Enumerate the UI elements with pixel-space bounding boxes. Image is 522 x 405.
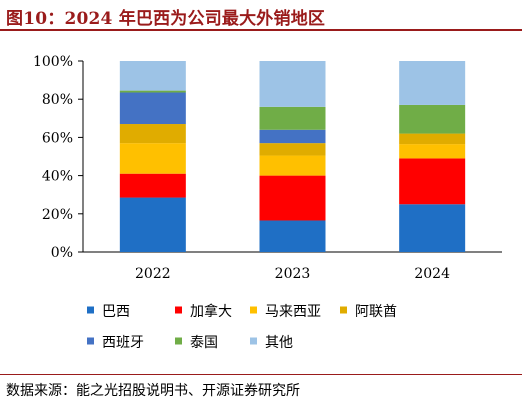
legend-swatch [340,306,347,314]
x-tick-label: 2023 [275,266,311,282]
y-tick-label: 40% [42,169,73,185]
bar-segment-2022-4 [119,92,186,125]
legend-swatch [250,306,257,314]
legend-swatch [250,337,257,345]
bar-segment-2023-5 [259,106,326,130]
y-tick-label: 60% [42,130,73,146]
bar-segment-2023-2 [259,155,326,176]
axes: 0% 20% 40% 60% 80% 100% 2022 2023 2024 [33,54,502,282]
stacked-bar-chart: 0% 20% 40% 60% 80% 100% 2022 2023 2024 巴西 加拿大 马来西亚… [33,54,502,351]
title-rule [0,29,522,31]
figure-title: 图10：2024 年巴西为公司最大外销地区 [6,9,326,29]
bar-segment-2022-3 [119,124,186,144]
bar-segment-2022-1 [119,173,186,198]
bar-segment-2022-0 [119,197,186,252]
bar-segment-2024-0 [399,204,466,252]
bar-segment-2024-2 [399,144,466,159]
legend-label: 泰国 [190,335,218,351]
bars [119,61,466,252]
y-tick-label: 0% [51,245,73,261]
legend-label: 阿联酋 [355,303,397,320]
source-note: 数据来源：能之光招股说明书、开源证券研究所 [6,383,300,399]
bar-segment-2023-1 [259,175,326,221]
y-tick-label: 80% [42,92,73,108]
y-tick-label: 100% [33,54,73,70]
legend-swatch [175,337,182,345]
legend-label: 西班牙 [102,335,144,351]
legend-swatch [87,306,94,314]
bar-segment-2023-0 [259,220,326,252]
legend-label: 加拿大 [190,303,232,320]
bar-segment-2023-3 [259,143,326,156]
bar-segment-2022-2 [119,143,186,174]
y-tick-label: 20% [42,207,73,223]
bar-segment-2023-4 [259,129,326,144]
legend-swatch [175,306,182,314]
legend-label: 巴西 [102,304,130,320]
bar-segment-2024-5 [399,104,466,134]
bar-segment-2024-1 [399,158,466,205]
bar-segment-2023-6 [259,61,326,107]
x-tick-label: 2022 [135,266,171,282]
legend-swatch [87,337,94,345]
bar-segment-2022-6 [119,61,186,91]
legend-label: 马来西亚 [265,304,321,320]
legend-label: 其他 [265,335,293,351]
x-tick-label: 2024 [414,266,450,282]
source-rule [0,374,522,375]
bar-segment-2024-3 [399,133,466,145]
bar-segment-2022-5 [119,90,186,93]
bar-segment-2024-6 [399,61,466,105]
